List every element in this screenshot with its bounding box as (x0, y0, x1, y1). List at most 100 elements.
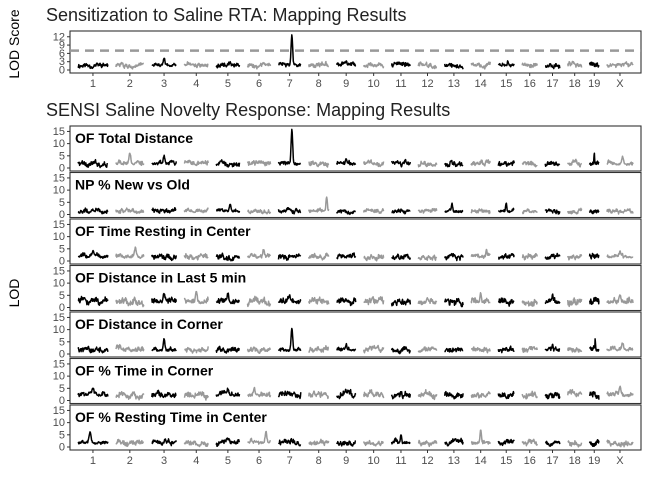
lod-trace-chr-12 (417, 207, 438, 214)
lod-trace-chr-7 (277, 390, 302, 400)
lod-trace-chr-7 (277, 207, 302, 215)
panel-border (69, 357, 642, 405)
lod-trace-chr-1 (77, 345, 109, 354)
lod-trace-chr-8 (308, 252, 330, 261)
lod-trace-chr-9 (336, 297, 357, 307)
panel-border (69, 30, 642, 74)
panel-label: OF Distance in Corner (75, 316, 223, 332)
panel-label: OF Total Distance (75, 130, 193, 146)
lod-trace-chr-X (606, 342, 634, 352)
lod-trace-chr-1 (77, 249, 109, 259)
lod-trace-chr-16 (521, 252, 538, 261)
top-x-tick-label: 15 (500, 78, 512, 90)
bottom-x-tick-label: 10 (368, 455, 380, 467)
y-tick-label: 15 (53, 219, 65, 231)
bottom-x-tick-label: 6 (256, 455, 262, 467)
y-tick-label: 15 (53, 405, 65, 417)
lod-trace-chr-17 (544, 343, 561, 352)
lod-trace-chr-3 (151, 253, 178, 262)
lod-trace-chr-3 (151, 292, 178, 304)
lod-trace-chr-14 (470, 346, 491, 354)
lod-trace-chr-2 (115, 152, 145, 167)
top-x-tick-label: X (616, 78, 624, 90)
top-x-tick-label: 8 (316, 78, 322, 90)
lod-trace-chr-12 (417, 254, 438, 261)
lod-trace-chr-2 (115, 207, 145, 215)
panel-border (69, 125, 642, 172)
lod-trace-chr-15 (497, 345, 515, 354)
lod-trace-chr-17 (544, 160, 561, 167)
lod-trace-chr-12 (417, 160, 438, 168)
y-tick-label: 5 (59, 383, 65, 395)
lod-trace-chr-11 (391, 253, 412, 261)
lod-trace-chr-19 (588, 391, 600, 400)
lod-trace-chr-3 (151, 207, 177, 214)
lod-trace-chr-14 (470, 61, 492, 70)
lod-trace-chr-16 (521, 160, 538, 168)
bottom-x-tick-label: 9 (343, 455, 349, 467)
lod-trace-chr-3 (151, 338, 177, 352)
lod-trace-chr-18 (567, 440, 583, 448)
lod-trace-chr-8 (308, 438, 330, 447)
lod-trace-chr-10 (362, 208, 385, 214)
lod-trace-chr-18 (567, 207, 583, 215)
lod-trace-chr-3 (151, 154, 178, 166)
lod-trace-chr-13 (444, 346, 464, 353)
y-tick-label: 10 (53, 185, 65, 197)
y-tick-label: 5 (59, 243, 65, 255)
lod-trace-chr-17 (544, 440, 561, 447)
lod-trace-chr-8 (308, 160, 330, 168)
lod-trace-chr-10 (362, 439, 384, 447)
lod-trace-chr-1 (77, 295, 109, 306)
y-tick-label: 0 (59, 349, 65, 361)
y-tick-label: 10 (53, 324, 65, 336)
top-x-tick-label: 3 (161, 78, 167, 90)
lod-trace-chr-X (606, 61, 634, 69)
lod-trace-chr-14 (470, 248, 491, 259)
lod-trace-chr-5 (215, 292, 240, 305)
lod-trace-chr-18 (567, 388, 583, 398)
lod-trace-chr-13 (444, 202, 464, 214)
lod-trace-chr-8 (308, 60, 330, 69)
lod-trace-chr-14 (470, 292, 491, 305)
y-tick-label: 10 (53, 371, 65, 383)
top-x-tick-label: 10 (368, 78, 380, 90)
panel-label: NP % New vs Old (75, 177, 190, 193)
y-tick-label: 0 (59, 163, 65, 175)
lod-trace-chr-1 (77, 431, 109, 446)
panel-border (69, 264, 642, 312)
lod-trace-chr-1 (77, 207, 109, 215)
top-x-tick-label: 4 (193, 78, 199, 90)
lod-trace-chr-1 (77, 387, 109, 398)
bottom-x-tick-label: 19 (588, 455, 600, 467)
bottom-x-tick-label: 8 (316, 455, 322, 467)
lod-trace-chr-19 (588, 209, 600, 215)
y-tick-label: 0 (59, 209, 65, 221)
top-x-tick-label: 18 (569, 78, 581, 90)
lod-trace-chr-10 (363, 296, 385, 306)
panel-border (69, 311, 642, 358)
lod-trace-chr-11 (390, 434, 411, 445)
lod-trace-chr-3 (151, 389, 177, 399)
y-tick-label: 9 (59, 40, 65, 52)
lod-trace-chr-10 (362, 389, 385, 399)
panel-label: OF % Time in Corner (75, 363, 214, 379)
lod-trace-chr-2 (115, 296, 145, 308)
lod-trace-chr-4 (183, 253, 209, 261)
top-x-tick-label: 1 (90, 78, 96, 90)
bottom-x-tick-label: 17 (546, 455, 558, 467)
lod-trace-chr-4 (183, 346, 209, 354)
lod-trace-chr-12 (417, 388, 438, 401)
lod-trace-chr-18 (567, 158, 583, 168)
y-tick-label: 12 (53, 31, 65, 43)
lod-trace-chr-2 (115, 246, 145, 260)
lod-trace-chr-11 (390, 158, 412, 168)
lod-trace-chr-8 (308, 390, 330, 400)
lod-trace-chr-10 (362, 159, 385, 168)
y-tick-label: 10 (53, 138, 65, 150)
lod-trace-chr-13 (444, 437, 464, 447)
lod-trace-chr-X (606, 250, 634, 259)
lod-trace-chr-X (606, 155, 634, 166)
lod-trace-chr-6 (247, 386, 272, 398)
